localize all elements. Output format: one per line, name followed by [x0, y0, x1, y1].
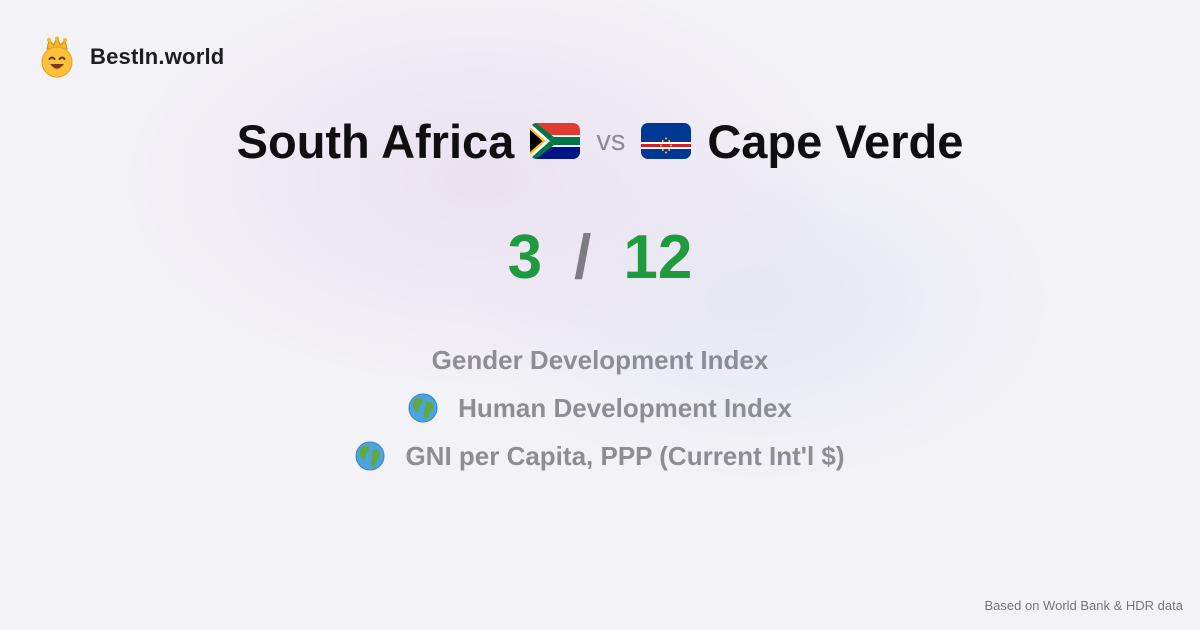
globe-icon — [355, 441, 385, 471]
metric-item[interactable]: GNI per Capita, PPP (Current Int'l $) — [0, 432, 1200, 480]
globe-icon — [408, 393, 438, 423]
metric-label: GNI per Capita, PPP (Current Int'l $) — [405, 440, 845, 471]
comparison-title: South Africa vs Cape Ve — [0, 110, 1200, 172]
metrics-list: Gender Development Index Human Developme… — [0, 336, 1200, 480]
score-left: 3 — [507, 222, 543, 292]
metric-item[interactable]: Human Development Index — [0, 384, 1200, 432]
vs-label: vs — [596, 124, 626, 157]
score-right: 12 — [623, 222, 693, 292]
score-separator: / — [574, 222, 592, 292]
crown-smiley-icon — [41, 36, 73, 78]
metric-label: Human Development Index — [458, 392, 792, 423]
south-africa-flag-icon — [530, 123, 581, 159]
score-display: 3 / 12 — [0, 218, 1200, 296]
metric-label: Gender Development Index — [431, 344, 769, 375]
country-left-name[interactable]: South Africa — [236, 114, 515, 168]
brand-header[interactable]: BestIn.world — [38, 36, 224, 78]
metric-item[interactable]: Gender Development Index — [0, 336, 1200, 384]
cape-verde-flag-icon — [641, 123, 692, 159]
brand-name: BestIn.world — [90, 44, 225, 69]
country-right-name[interactable]: Cape Verde — [707, 114, 964, 168]
data-source-note: Based on World Bank & HDR data — [984, 598, 1183, 613]
